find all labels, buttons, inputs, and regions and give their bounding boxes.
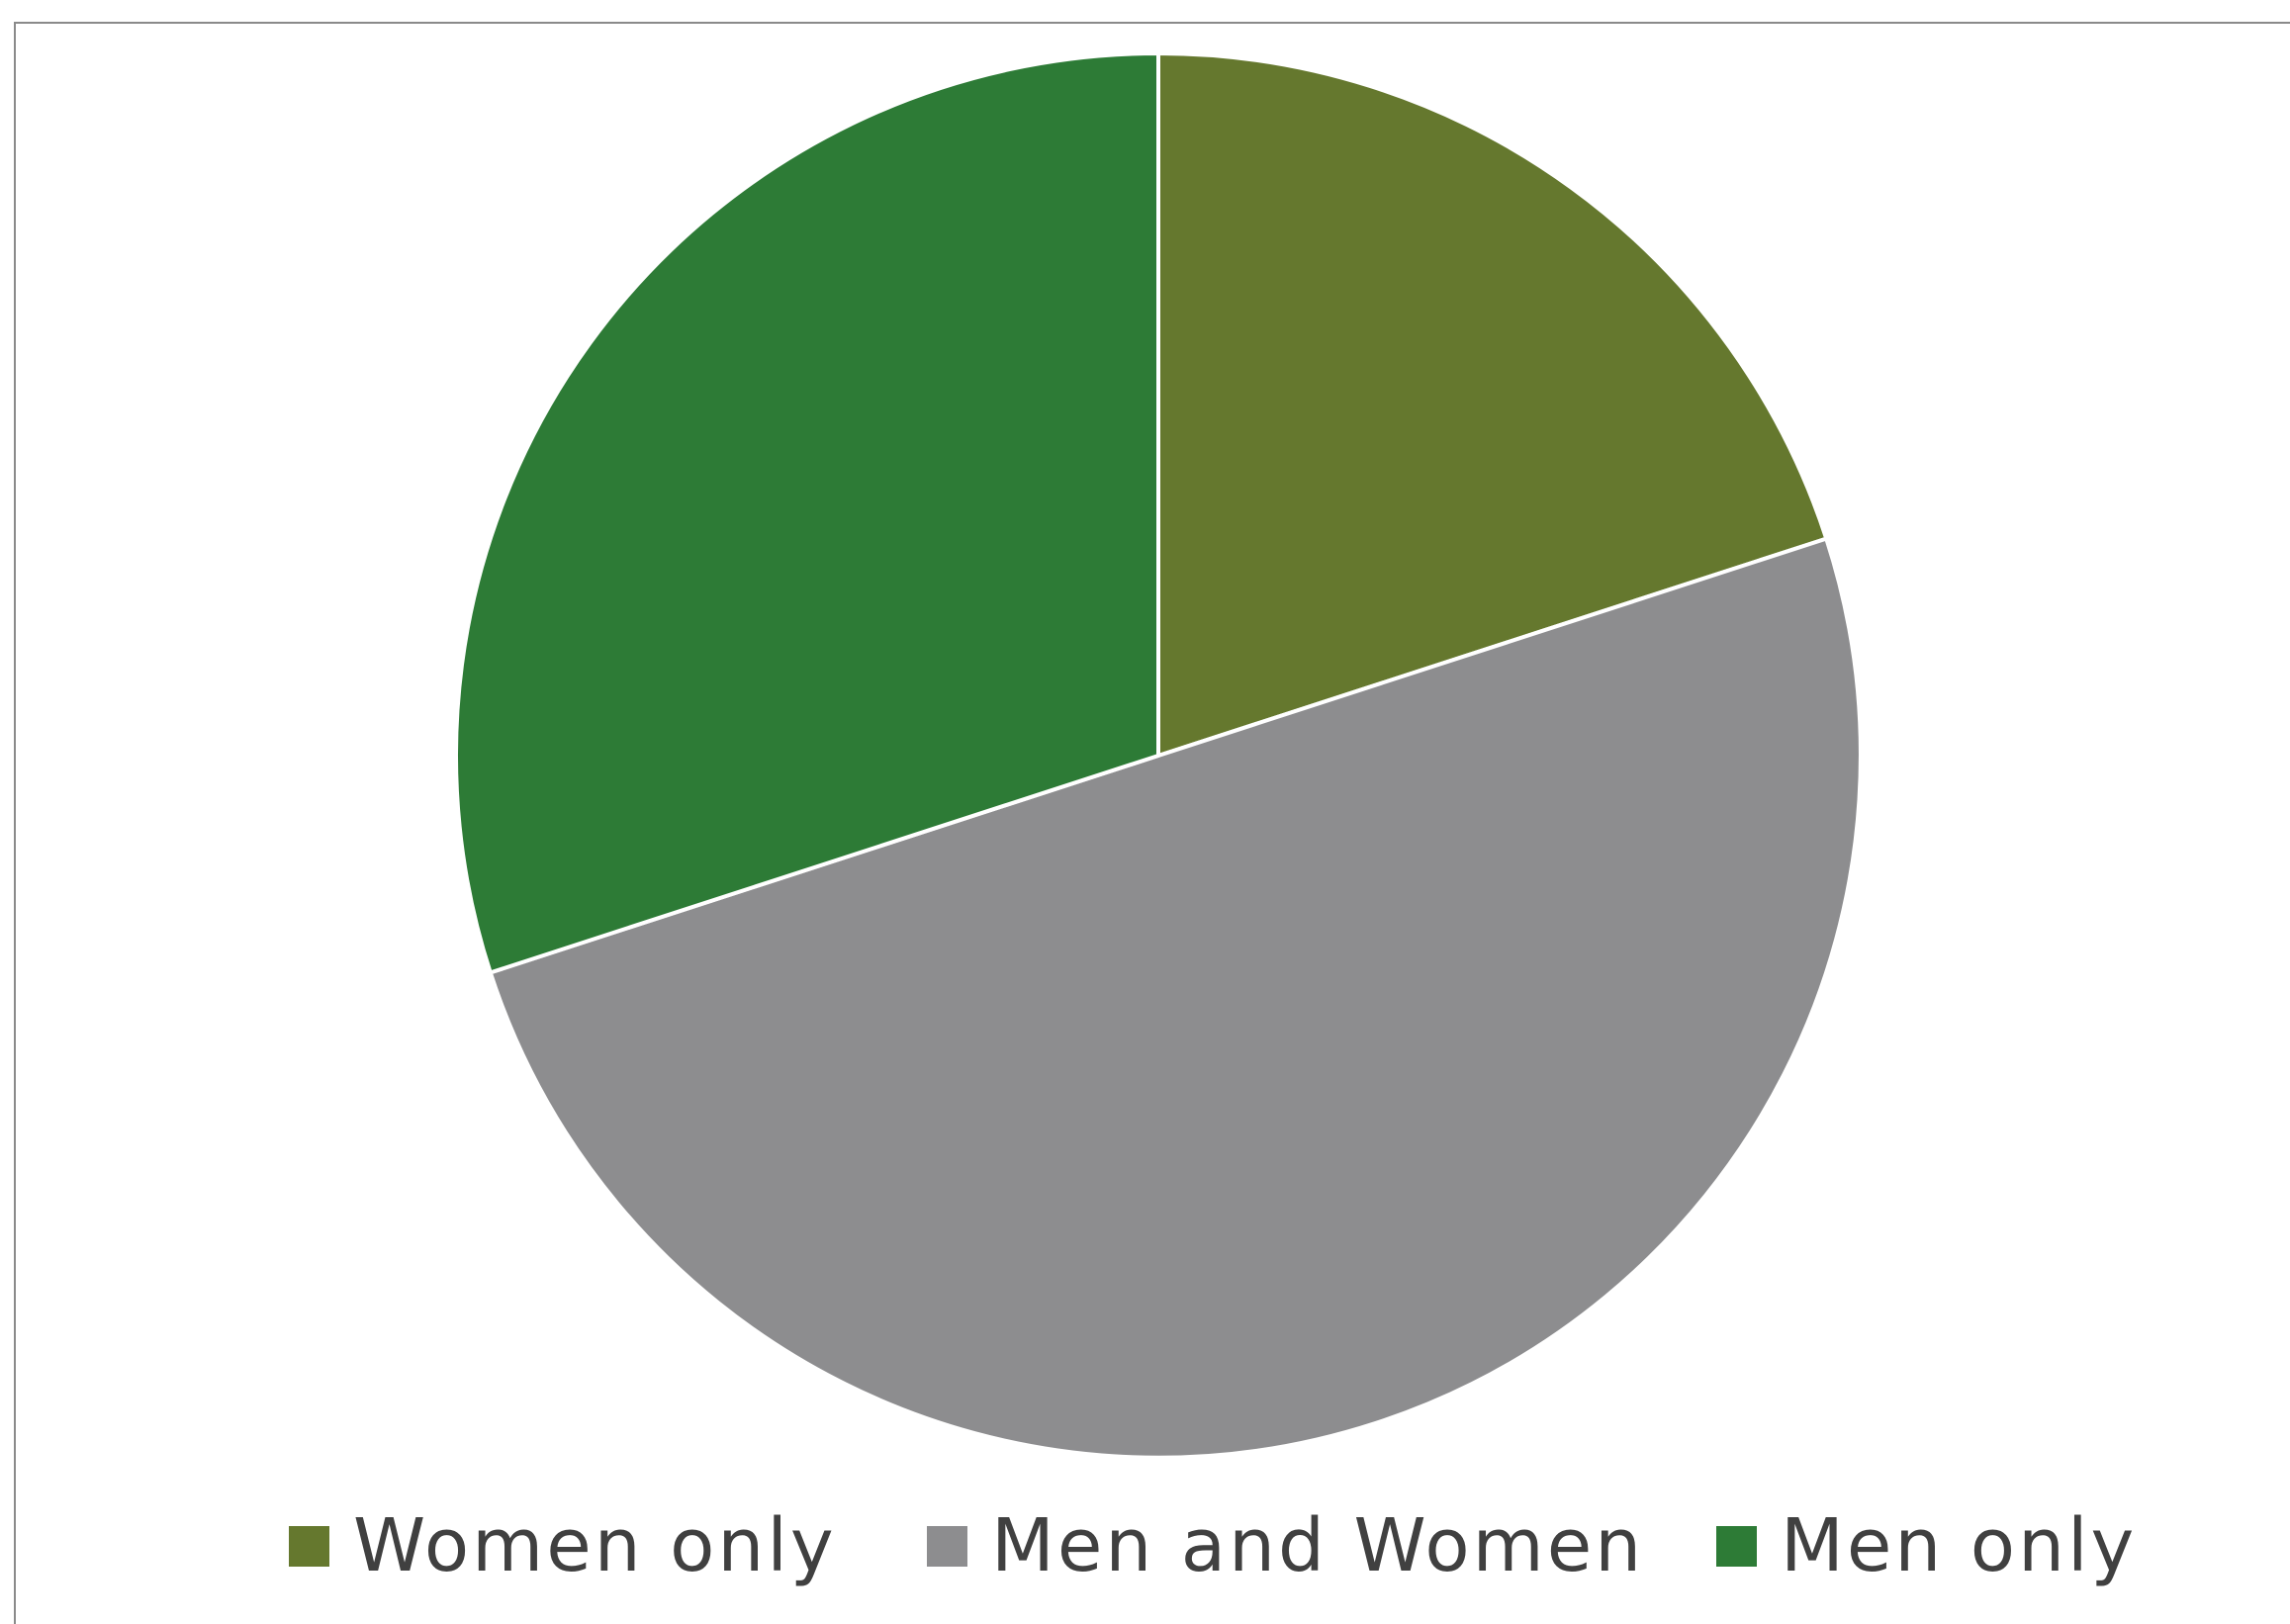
legend-label-men-only: Men only xyxy=(1781,1503,2138,1588)
legend-swatch-men-only xyxy=(1716,1525,1757,1567)
legend-item-men-only: Men only xyxy=(1716,1501,2137,1590)
pie-slice-men-only xyxy=(454,51,1160,975)
pie-slice-men-and-women xyxy=(488,536,1863,1460)
pie-slices xyxy=(454,51,1863,1460)
legend-item-men-and-women: Men and Women xyxy=(927,1501,1644,1590)
pie-slice-women-only xyxy=(1156,51,1829,758)
chart-frame xyxy=(14,22,2290,1624)
legend-label-men-and-women: Men and Women xyxy=(991,1503,1645,1588)
legend: Women only Men and Women Men only xyxy=(0,1501,2290,1590)
legend-swatch-men-and-women xyxy=(927,1525,967,1567)
legend-label-women-only: Women only xyxy=(353,1503,837,1588)
legend-item-women-only: Women only xyxy=(289,1501,837,1590)
legend-swatch-women-only xyxy=(289,1525,329,1567)
